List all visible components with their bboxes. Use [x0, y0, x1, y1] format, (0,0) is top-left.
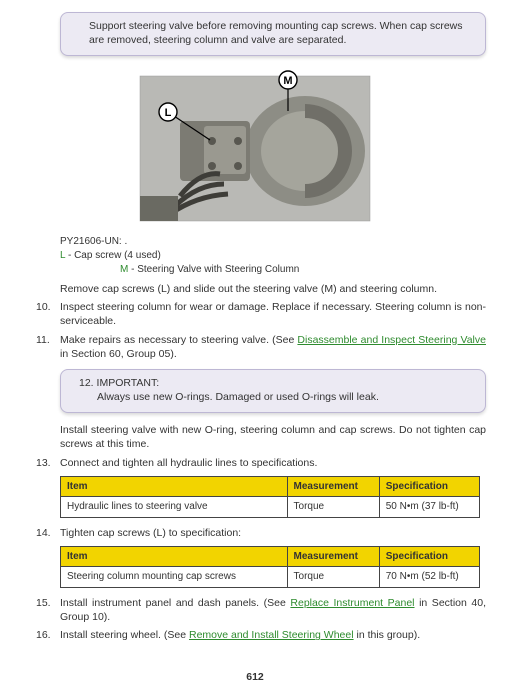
- spec-table-1: Item Measurement Specification Hydraulic…: [60, 476, 480, 518]
- t2-h-meas: Measurement: [287, 546, 379, 567]
- step-post12: Install steering valve with new O-ring, …: [60, 423, 486, 451]
- step-14-text: Tighten cap screws (L) to specification:: [60, 526, 486, 540]
- t1-r-spec: 50 N•m (37 lb-ft): [379, 497, 479, 518]
- figure-caption-id: PY21606-UN: .: [60, 235, 486, 249]
- link-disassemble-steering-valve[interactable]: Disassemble and Inspect Steering Valve: [297, 334, 486, 346]
- step-13-num: 13.: [36, 456, 60, 470]
- step-11: 11. Make repairs as necessary to steerin…: [36, 333, 486, 361]
- important-label: IMPORTANT:: [94, 377, 160, 389]
- link-replace-instrument-panel[interactable]: Replace Instrument Panel: [290, 597, 414, 609]
- t1-r-item: Hydraulic lines to steering valve: [61, 497, 288, 518]
- page-number: 612: [24, 670, 486, 684]
- important-note-box: 12. IMPORTANT: Always use new O-rings. D…: [60, 369, 486, 413]
- table-row: Hydraulic lines to steering valve Torque…: [61, 497, 480, 518]
- t1-h-meas: Measurement: [287, 476, 379, 497]
- step-13-text: Connect and tighten all hydraulic lines …: [60, 456, 486, 470]
- t2-h-spec: Specification: [379, 546, 479, 567]
- t2-r-meas: Torque: [287, 567, 379, 588]
- step-10: 10. Inspect steering column for wear or …: [36, 300, 486, 328]
- step-15-text: Install instrument panel and dash panels…: [60, 596, 486, 624]
- step-10-text: Inspect steering column for wear or dama…: [60, 300, 486, 328]
- step-16-text: Install steering wheel. (See Remove and …: [60, 628, 486, 642]
- t2-h-item: Item: [61, 546, 288, 567]
- callout-M-label: M: [283, 75, 292, 87]
- t2-r-spec: 70 N•m (52 lb-ft): [379, 567, 479, 588]
- callout-L-label: L: [165, 107, 172, 119]
- caution-note-text: Support steering valve before removing m…: [89, 19, 471, 47]
- steering-valve-figure: M L: [120, 66, 390, 226]
- step-11-text-b: in Section 60, Group 05).: [60, 348, 177, 360]
- step-12-num: 12.: [79, 377, 94, 389]
- step-11-num: 11.: [36, 333, 60, 361]
- table-row: Steering column mounting cap screws Torq…: [61, 567, 480, 588]
- table-header-row: Item Measurement Specification: [61, 476, 480, 497]
- t1-r-meas: Torque: [287, 497, 379, 518]
- t1-h-spec: Specification: [379, 476, 479, 497]
- caution-note-box: Support steering valve before removing m…: [60, 12, 486, 56]
- step-11-text-a: Make repairs as necessary to steering va…: [60, 334, 297, 346]
- step-15-num: 15.: [36, 596, 60, 624]
- step-13: 13. Connect and tighten all hydraulic li…: [36, 456, 486, 470]
- important-text: Always use new O-rings. Damaged or used …: [79, 390, 471, 404]
- spec-table-2: Item Measurement Specification Steering …: [60, 546, 480, 588]
- step-pre10: Remove cap screws (L) and slide out the …: [60, 282, 486, 296]
- step-16-text-b: in this group).: [354, 629, 421, 641]
- step-10-num: 10.: [36, 300, 60, 328]
- step-14: 14. Tighten cap screws (L) to specificat…: [36, 526, 486, 540]
- link-install-steering-wheel[interactable]: Remove and Install Steering Wheel: [189, 629, 354, 641]
- step-16-text-a: Install steering wheel. (See: [60, 629, 189, 641]
- step-11-text: Make repairs as necessary to steering va…: [60, 333, 486, 361]
- table-header-row: Item Measurement Specification: [61, 546, 480, 567]
- legend-L-text: - Cap screw (4 used): [65, 250, 161, 261]
- step-15-text-a: Install instrument panel and dash panels…: [60, 597, 290, 609]
- t1-h-item: Item: [61, 476, 288, 497]
- legend-M-text: - Steering Valve with Steering Column: [128, 264, 299, 275]
- figure-container: M L: [24, 66, 486, 230]
- step-16: 16. Install steering wheel. (See Remove …: [36, 628, 486, 642]
- step-15: 15. Install instrument panel and dash pa…: [36, 596, 486, 624]
- t2-r-item: Steering column mounting cap screws: [61, 567, 288, 588]
- step-14-num: 14.: [36, 526, 60, 540]
- step-16-num: 16.: [36, 628, 60, 642]
- figure-legend: L - Cap screw (4 used) M - Steering Valv…: [60, 249, 486, 276]
